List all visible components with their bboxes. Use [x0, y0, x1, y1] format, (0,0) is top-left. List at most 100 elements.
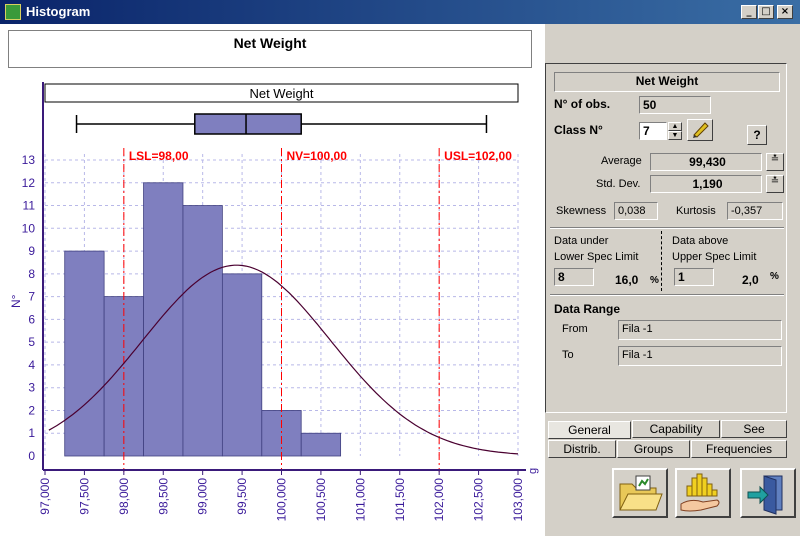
class-up-arrow-icon[interactable]: ▲ [668, 122, 682, 131]
average-value: 99,430 [650, 153, 762, 171]
title-bar: Histogram _ □ × [0, 0, 800, 24]
y-tick-label: 4 [28, 358, 35, 372]
histogram-bar [182, 205, 223, 457]
x-tick-label: 98,500 [156, 478, 170, 515]
x-tick-label: 97,500 [77, 478, 91, 515]
help-button[interactable]: ? [747, 125, 767, 145]
tab-general[interactable]: General [548, 421, 631, 439]
normal-curve [48, 264, 519, 455]
histogram-bar [143, 182, 184, 457]
above-count: 1 [674, 268, 714, 286]
std-value: 1,190 [650, 175, 762, 193]
minimize-button[interactable]: _ [741, 5, 757, 19]
open-folder-button[interactable] [612, 468, 668, 518]
boxplot-label: Net Weight [249, 86, 313, 101]
from-input[interactable]: Fila -1 [618, 320, 782, 340]
y-tick-label: 10 [22, 221, 36, 235]
vertical-divider [661, 231, 662, 291]
app-icon [5, 4, 21, 20]
y-tick-label: 6 [28, 312, 35, 326]
tab-distrib[interactable]: Distrib. [548, 440, 616, 458]
y-tick-label: 1 [28, 426, 35, 440]
std-copy-icon[interactable]: ≛ [766, 175, 784, 193]
x-tick-label: 100,000 [275, 478, 289, 522]
histogram-chart: LSL=98,00 NV=100,00 USL=102,00 Net Weight 0 1… [9, 82, 539, 522]
skewness-value: 0,038 [614, 202, 658, 220]
y-tick-label: 3 [28, 381, 35, 395]
window-title: Histogram [26, 4, 91, 19]
class-label: Class N° [554, 123, 603, 137]
obs-value: 50 [639, 96, 711, 114]
exit-door-icon [747, 475, 783, 515]
open-folder-icon [619, 475, 663, 511]
obs-label: N° of obs. [554, 97, 611, 111]
histogram-bar [300, 432, 342, 457]
y-tick-label: 2 [28, 403, 35, 417]
skewness-label: Skewness [556, 205, 607, 217]
tab-frequencies[interactable]: Frequencies [691, 440, 787, 458]
y-tick-label: 8 [28, 267, 35, 281]
under-label-line2: Lower Spec Limit [554, 251, 639, 263]
class-down-arrow-icon[interactable]: ▼ [668, 131, 682, 140]
tab-see[interactable]: See [721, 420, 787, 438]
under-label-line1: Data under [554, 235, 609, 247]
divider [550, 294, 784, 296]
to-label: To [562, 349, 574, 361]
kurtosis-value: -0,357 [727, 202, 783, 220]
average-copy-icon[interactable]: ≛ [766, 153, 784, 171]
x-tick-label: 99,000 [196, 478, 210, 515]
to-input[interactable]: Fila -1 [618, 346, 782, 366]
histogram-hand-icon [680, 473, 720, 512]
x-tick-label: 101,500 [393, 478, 407, 522]
above-label-line1: Data above [672, 235, 729, 247]
x-axis-label: g [527, 468, 539, 474]
y-tick-label: 7 [28, 290, 35, 304]
tab-groups[interactable]: Groups [617, 440, 690, 458]
maximize-button[interactable]: □ [758, 5, 774, 19]
boxplot-header [44, 83, 519, 103]
spec-limit-label: NV=100,00 [287, 149, 348, 163]
x-tick-label: 98,000 [117, 478, 131, 515]
above-percent-sign: % [770, 271, 779, 282]
boxplot-box [194, 113, 302, 135]
under-percent: 16,0 [615, 273, 639, 287]
chart-header: Net Weight [8, 30, 532, 68]
x-tick-label: 103,000 [511, 478, 525, 522]
histogram-bar [261, 410, 302, 457]
statistics-panel: Net Weight N° of obs. 50 Class N° 7 ▲ ▼ … [545, 63, 787, 413]
tab-capability[interactable]: Capability [632, 420, 720, 438]
y-tick-label: 0 [28, 449, 35, 463]
above-percent: 2,0 [742, 273, 759, 287]
x-tick-label: 102,500 [472, 478, 486, 522]
y-tick-label: 11 [23, 199, 36, 213]
x-tick-label: 101,000 [353, 478, 367, 522]
spec-limit-label: LSL=98,00 [129, 149, 189, 163]
divider [550, 227, 784, 229]
under-count: 8 [554, 268, 594, 286]
y-axis-label: N° [9, 294, 23, 308]
under-percent-sign: % [650, 275, 659, 286]
average-label: Average [601, 155, 642, 167]
std-label: Std. Dev. [596, 178, 641, 190]
histogram-bar [64, 250, 105, 457]
pencil-icon[interactable] [687, 119, 713, 141]
y-tick-label: 12 [22, 176, 36, 190]
panel-title: Net Weight [554, 72, 780, 92]
kurtosis-label: Kurtosis [676, 205, 716, 217]
class-input[interactable]: 7 [639, 122, 667, 140]
data-range-label: Data Range [554, 302, 621, 316]
above-label-line2: Upper Spec Limit [672, 251, 757, 263]
x-tick-label: 100,500 [314, 478, 328, 522]
y-tick-label: 13 [22, 153, 36, 167]
histogram-button[interactable] [675, 468, 731, 518]
x-tick-label: 99,500 [235, 478, 249, 515]
y-tick-label: 9 [28, 244, 35, 258]
close-button[interactable]: × [777, 5, 793, 19]
histogram-bar [221, 273, 263, 457]
exit-button[interactable] [740, 468, 796, 518]
from-label: From [562, 323, 588, 335]
y-tick-label: 5 [28, 335, 35, 349]
x-tick-label: 97,000 [38, 478, 52, 515]
spec-limit-label: USL=102,00 [444, 149, 512, 163]
